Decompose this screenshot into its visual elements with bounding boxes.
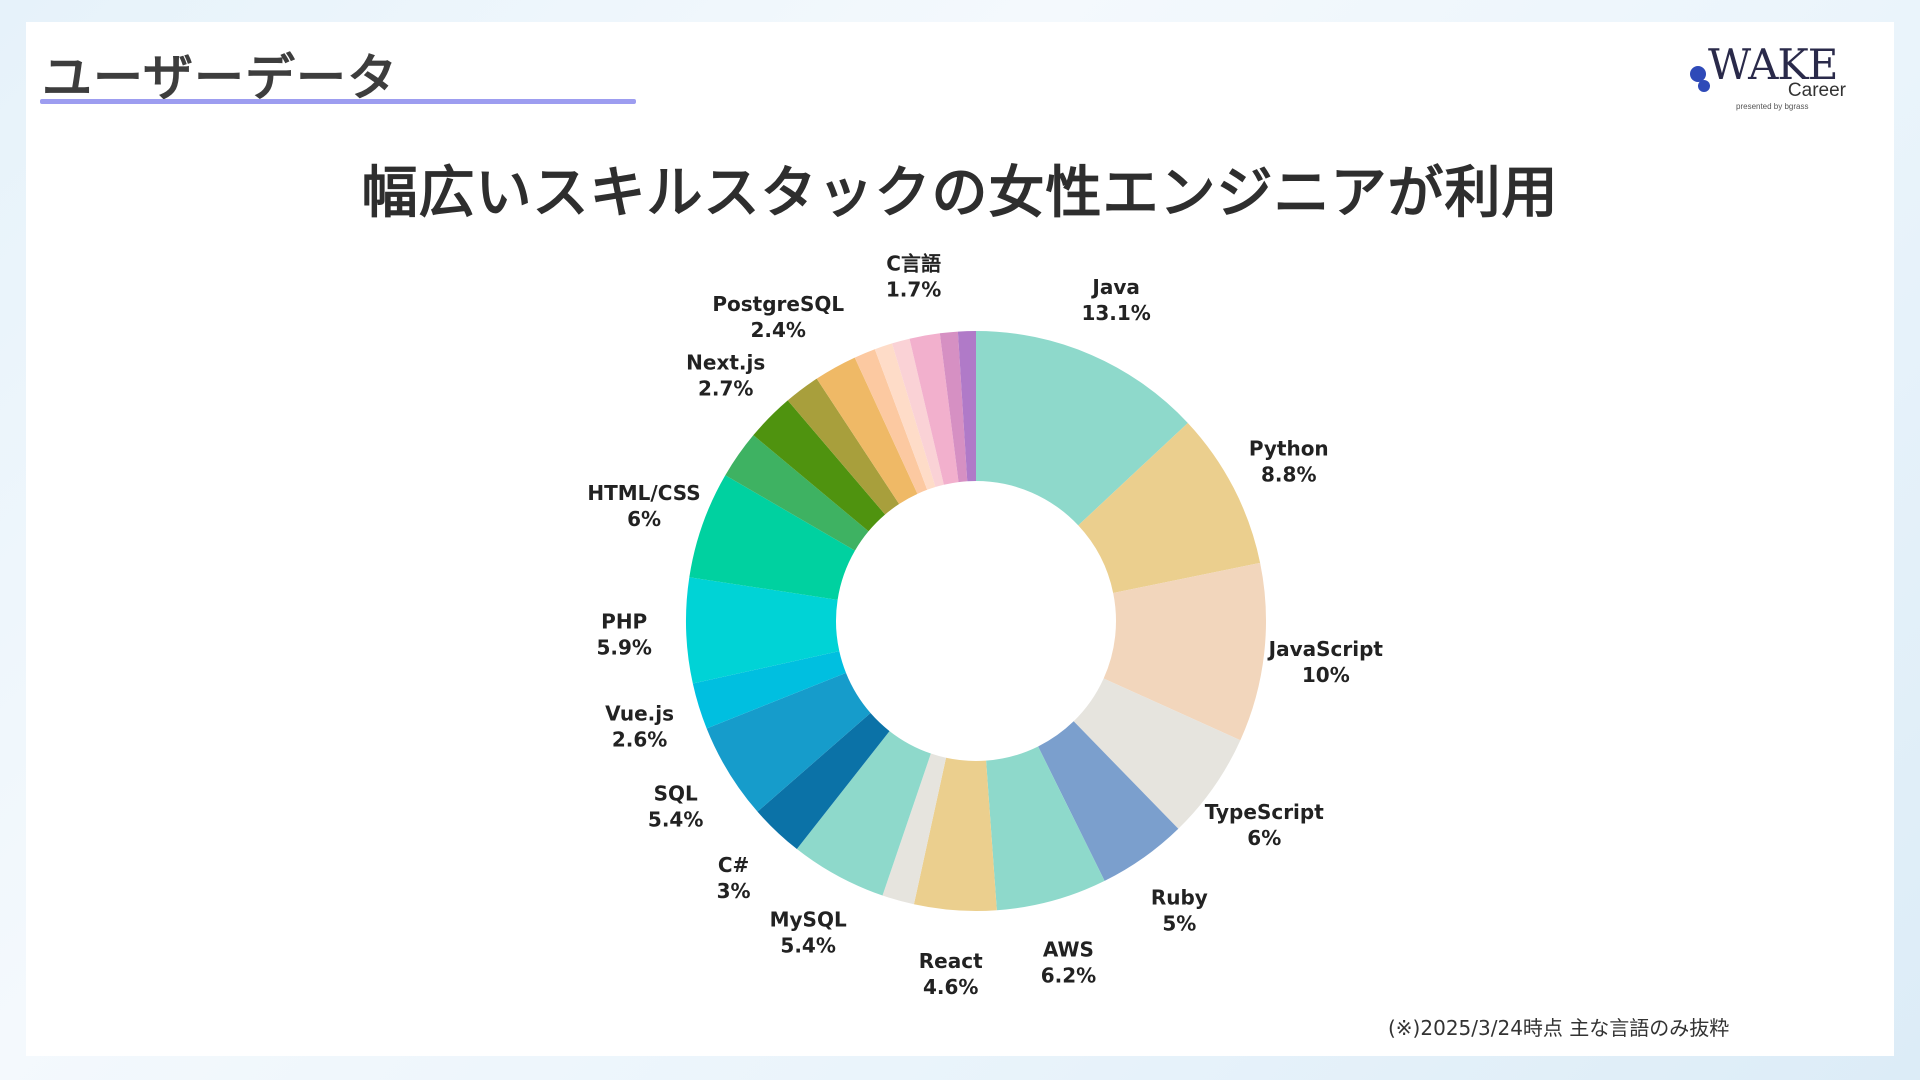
slice-javascript bbox=[1103, 562, 1266, 741]
slice-name: PostgreSQL bbox=[712, 292, 844, 316]
slice-postgresql bbox=[816, 357, 918, 505]
slice-unlabeled-7 bbox=[882, 753, 947, 905]
wake-career-logo: WAKE Career presented by bgrass bbox=[1690, 22, 1860, 112]
slice-value: 2.6% bbox=[612, 728, 667, 752]
slice-value: 10% bbox=[1302, 663, 1350, 687]
slice-name: SQL bbox=[654, 782, 698, 806]
slice-value: 6% bbox=[627, 507, 661, 531]
slice-labels: Java 13.1% Python 8.8% JavaScript 10% TypeScri… bbox=[587, 252, 1383, 1000]
slice-value: 5.9% bbox=[596, 636, 651, 660]
slice-label-react: React 4.6% bbox=[919, 949, 983, 999]
slice-value: 2.7% bbox=[698, 376, 753, 400]
slice-value: 6% bbox=[1247, 826, 1281, 850]
slice-label-vue-js: Vue.js 2.6% bbox=[605, 702, 674, 752]
logo-dot-icon bbox=[1690, 66, 1706, 82]
logo-wordmark: WAKE bbox=[1708, 40, 1838, 89]
donut-slices bbox=[686, 331, 1266, 911]
slice-name: MySQL bbox=[770, 907, 847, 931]
slice-label-aws: AWS 6.2% bbox=[1041, 938, 1096, 988]
slice-name: Python bbox=[1249, 436, 1329, 460]
section-underline bbox=[40, 99, 636, 104]
slice-name: Next.js bbox=[686, 350, 765, 374]
logo-subtitle: Career bbox=[1787, 80, 1846, 101]
slice-unlabeled-23 bbox=[957, 331, 976, 482]
slice-value: 4.6% bbox=[923, 975, 978, 999]
slice-name: Vue.js bbox=[605, 702, 674, 726]
slice-name: Ruby bbox=[1151, 885, 1208, 909]
slice-value: 5.4% bbox=[648, 808, 703, 832]
footnote: (※)2025/3/24時点 主な言語のみ抜粋 bbox=[1388, 1016, 1730, 1040]
slice-name: Java bbox=[1090, 275, 1139, 299]
slice-value: 1.7% bbox=[886, 278, 941, 302]
slice-value: 13.1% bbox=[1081, 301, 1150, 325]
slice-name: C# bbox=[718, 853, 749, 877]
slice-label-next-js: Next.js 2.7% bbox=[686, 350, 765, 400]
slice-unlabeled-19 bbox=[874, 343, 936, 490]
slice-name: C言語 bbox=[886, 252, 941, 276]
slice-c bbox=[909, 333, 959, 485]
slice-unlabeled-18 bbox=[854, 349, 928, 494]
logo-presented-by: presented by bgrass bbox=[1736, 102, 1809, 111]
slice-name: React bbox=[919, 949, 983, 973]
slice-label-typescript: TypeScript 6% bbox=[1205, 800, 1324, 850]
slice-name: AWS bbox=[1043, 938, 1094, 962]
slice-label-sql: SQL 5.4% bbox=[648, 782, 703, 832]
slice-name: PHP bbox=[601, 610, 647, 634]
slice-value: 5.4% bbox=[780, 933, 835, 957]
slice-c bbox=[757, 713, 890, 850]
logo-dot-small-icon bbox=[1698, 80, 1710, 92]
slice-value: 2.4% bbox=[751, 318, 806, 342]
slice-label-mysql: MySQL 5.4% bbox=[770, 907, 847, 957]
slice-label-javascript: JavaScript 10% bbox=[1267, 637, 1384, 687]
slice-mysql bbox=[796, 731, 931, 896]
slice-html-css bbox=[689, 475, 855, 600]
slice-label-c: C言語 1.7% bbox=[886, 252, 941, 302]
slice-java bbox=[976, 331, 1188, 526]
slice-value: 3% bbox=[717, 879, 751, 903]
slice-ruby bbox=[1038, 721, 1179, 881]
main-title: 幅広いスキルスタックの女性エンジニアが利用 bbox=[361, 161, 1559, 226]
slice-value: 5% bbox=[1162, 911, 1196, 935]
slice-typescript bbox=[1073, 678, 1241, 829]
slice-label-java: Java 13.1% bbox=[1081, 275, 1150, 325]
slice-label-php: PHP 5.9% bbox=[596, 610, 651, 660]
slice-react bbox=[913, 757, 997, 911]
slice-vue-js bbox=[692, 651, 846, 729]
slice-label-postgresql: PostgreSQL 2.4% bbox=[712, 292, 844, 342]
section-title: ユーザーデータ bbox=[42, 49, 398, 107]
slice-unlabeled-22 bbox=[939, 331, 968, 483]
slice-label-ruby: Ruby 5% bbox=[1151, 885, 1208, 935]
slice-name: HTML/CSS bbox=[587, 481, 700, 505]
slice-unlabeled-14 bbox=[725, 435, 869, 551]
slice-label-python: Python 8.8% bbox=[1249, 436, 1329, 486]
slice-value: 8.8% bbox=[1261, 462, 1316, 486]
slice-python bbox=[1078, 422, 1261, 593]
slice-unlabeled-16 bbox=[787, 378, 900, 515]
slice-label-c: C# 3% bbox=[717, 853, 751, 903]
slice-aws bbox=[986, 746, 1105, 911]
slice-unlabeled-20 bbox=[892, 338, 944, 488]
slice-label-html-css: HTML/CSS 6% bbox=[587, 481, 700, 531]
slice-next-js bbox=[753, 400, 886, 532]
slice-value: 6.2% bbox=[1041, 964, 1096, 988]
slice-name: TypeScript bbox=[1205, 800, 1324, 824]
slice-name: JavaScript bbox=[1267, 637, 1384, 661]
slice-sql bbox=[706, 672, 871, 812]
slice-php bbox=[686, 577, 840, 684]
